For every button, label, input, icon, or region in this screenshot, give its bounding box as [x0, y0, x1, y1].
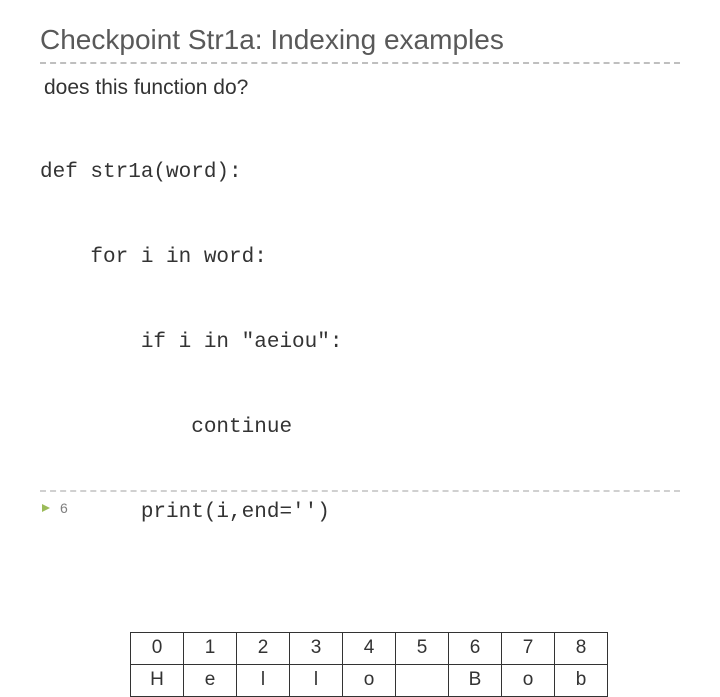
- char-cell: o: [343, 664, 396, 696]
- footer-bullet-icon: [40, 502, 52, 514]
- char-cell: o: [502, 664, 555, 696]
- index-cell: 8: [555, 632, 608, 664]
- code-line: for i in word:: [40, 244, 680, 272]
- intro-text: does this function do?: [44, 76, 680, 100]
- char-cell: B: [449, 664, 502, 696]
- page-number: 6: [60, 500, 68, 516]
- index-table: 0 1 2 3 4 5 6 7 8 H e l l o B o b: [130, 632, 608, 697]
- index-cell: 2: [237, 632, 290, 664]
- index-table-wrap: 0 1 2 3 4 5 6 7 8 H e l l o B o b: [130, 632, 680, 697]
- char-cell: e: [184, 664, 237, 696]
- code-block: def str1a(word): for i in word: if i in …: [40, 102, 680, 584]
- index-cell: 7: [502, 632, 555, 664]
- index-cell: 6: [449, 632, 502, 664]
- slide-title: Checkpoint Str1a: Indexing examples: [40, 24, 680, 56]
- footer-divider: [40, 490, 680, 492]
- slide: Checkpoint Str1a: Indexing examples does…: [0, 0, 720, 540]
- char-cell: l: [237, 664, 290, 696]
- char-cell: [396, 664, 449, 696]
- footer: 6: [40, 500, 68, 516]
- char-cell: l: [290, 664, 343, 696]
- index-cell: 3: [290, 632, 343, 664]
- code-line: continue: [40, 414, 680, 442]
- index-cell: 1: [184, 632, 237, 664]
- code-line: if i in "aeiou":: [40, 329, 680, 357]
- char-cell: b: [555, 664, 608, 696]
- table-row: H e l l o B o b: [131, 664, 608, 696]
- index-cell: 4: [343, 632, 396, 664]
- index-cell: 5: [396, 632, 449, 664]
- title-divider: [40, 62, 680, 64]
- index-cell: 0: [131, 632, 184, 664]
- code-line: print(i,end=''): [40, 499, 680, 527]
- code-line: def str1a(word):: [40, 159, 680, 187]
- table-row: 0 1 2 3 4 5 6 7 8: [131, 632, 608, 664]
- char-cell: H: [131, 664, 184, 696]
